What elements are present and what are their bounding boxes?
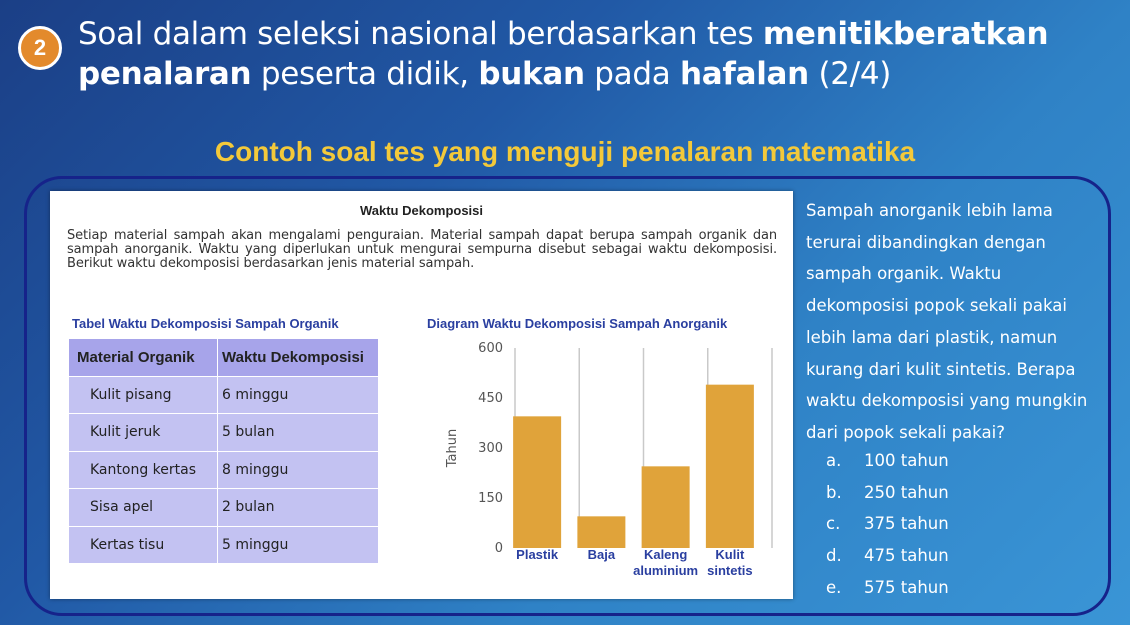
- option-letter: e.: [826, 577, 842, 597]
- title-fragment: Soal dalam seleksi nasional berdasarkan …: [78, 16, 763, 52]
- option-text: 575 tahun: [864, 577, 949, 597]
- table-caption: Tabel Waktu Dekomposisi Sampah Organik: [72, 316, 339, 331]
- table-header-time: Waktu Dekomposisi: [217, 338, 379, 377]
- option-letter: a.: [826, 451, 842, 470]
- table-cell-time: 6 minggu: [217, 375, 379, 414]
- table-header-material: Material Organik: [68, 338, 218, 377]
- bar: [705, 384, 754, 548]
- answer-options: a. 100 tahun b. 250 tahun c. 375 tahun d…: [826, 445, 1086, 604]
- content-frame: [24, 176, 1111, 616]
- problem-card: Waktu Dekomposisi Setiap material sampah…: [50, 191, 793, 599]
- option-letter: c.: [826, 514, 841, 534]
- y-tick-label: 450: [478, 391, 503, 406]
- table-cell-material: Kertas tisu: [68, 525, 218, 564]
- answer-option-b: b. 250 tahun: [826, 477, 1086, 509]
- x-category-label: sintetis: [707, 563, 753, 578]
- table-row: Kertas tisu 5 minggu: [68, 525, 379, 564]
- answer-option-c: c. 375 tahun: [826, 508, 1086, 540]
- table-cell-time: 5 minggu: [217, 525, 379, 564]
- y-tick-label: 600: [478, 341, 503, 356]
- table-cell-material: Kulit pisang: [68, 375, 218, 414]
- table-cell-time: 8 minggu: [217, 450, 379, 489]
- slide-number-badge: 2: [18, 26, 62, 70]
- x-category-label: Baja: [588, 547, 616, 562]
- card-paragraph: Setiap material sampah akan mengalami pe…: [67, 228, 777, 271]
- answer-option-e: e. 575 tahun: [826, 572, 1086, 604]
- y-tick-label: 300: [478, 441, 503, 456]
- card-title: Waktu Dekomposisi: [359, 203, 484, 218]
- option-text: 375 tahun: [864, 514, 949, 534]
- x-category-label: Kulit: [715, 547, 745, 562]
- table-row: Kulit jeruk 5 bulan: [68, 413, 379, 452]
- table-cell-material: Kantong kertas: [68, 450, 218, 489]
- option-text: 100 tahun: [864, 451, 949, 470]
- title-fragment: penalaran: [78, 56, 252, 92]
- bar: [641, 466, 690, 548]
- table-row: Kulit pisang 6 minggu: [68, 375, 379, 414]
- title-fragment: menitikberatkan: [762, 16, 1049, 52]
- title-fragment: bukan: [478, 56, 585, 92]
- x-category-label: aluminium: [633, 563, 698, 578]
- table-cell-time: 2 bulan: [217, 488, 379, 527]
- answer-option-d: d. 475 tahun: [826, 540, 1086, 572]
- inorganic-waste-bar-chart: 0 150 300 450 600 Tahun Plastik Baja Kalengalumi…: [445, 341, 773, 578]
- title-fragment: (2/4): [808, 56, 892, 92]
- table-row: Kantong kertas 8 minggu: [68, 450, 379, 489]
- table-header-row: Material Organik Waktu Dekomposisi: [68, 338, 379, 377]
- bar: [577, 516, 626, 548]
- chart-caption: Diagram Waktu Dekomposisi Sampah Anorgan…: [427, 316, 728, 331]
- organic-waste-table: Material Organik Waktu Dekomposisi Kulit…: [68, 338, 379, 564]
- title-fragment: pada: [584, 56, 680, 92]
- y-tick-label: 0: [495, 541, 503, 556]
- option-letter: b.: [826, 482, 842, 502]
- slide-title: Soal dalam seleksi nasional berdasarkan …: [78, 14, 1098, 94]
- table-cell-material: Kulit jeruk: [68, 413, 218, 452]
- y-axis-label: Tahun: [445, 429, 460, 468]
- table-cell-material: Sisa apel: [68, 488, 218, 527]
- option-letter: d.: [826, 546, 842, 566]
- title-fragment: peserta didik,: [251, 56, 479, 92]
- x-category-label: Plastik: [516, 547, 559, 562]
- option-text: 250 tahun: [864, 482, 949, 502]
- table-row: Sisa apel 2 bulan: [68, 488, 379, 527]
- table-cell-time: 5 bulan: [217, 413, 379, 452]
- section-subtitle: Contoh soal tes yang menguji penalaran m…: [214, 136, 916, 167]
- title-fragment: hafalan: [680, 56, 809, 92]
- bar: [513, 416, 562, 548]
- option-text: 475 tahun: [864, 546, 949, 566]
- y-tick-label: 150: [478, 491, 503, 506]
- x-category-label: Kaleng: [644, 547, 687, 562]
- answer-option-a: a. 100 tahun: [826, 445, 1086, 477]
- question-text: Sampah anorganik lebih lama terurai diba…: [806, 201, 1088, 442]
